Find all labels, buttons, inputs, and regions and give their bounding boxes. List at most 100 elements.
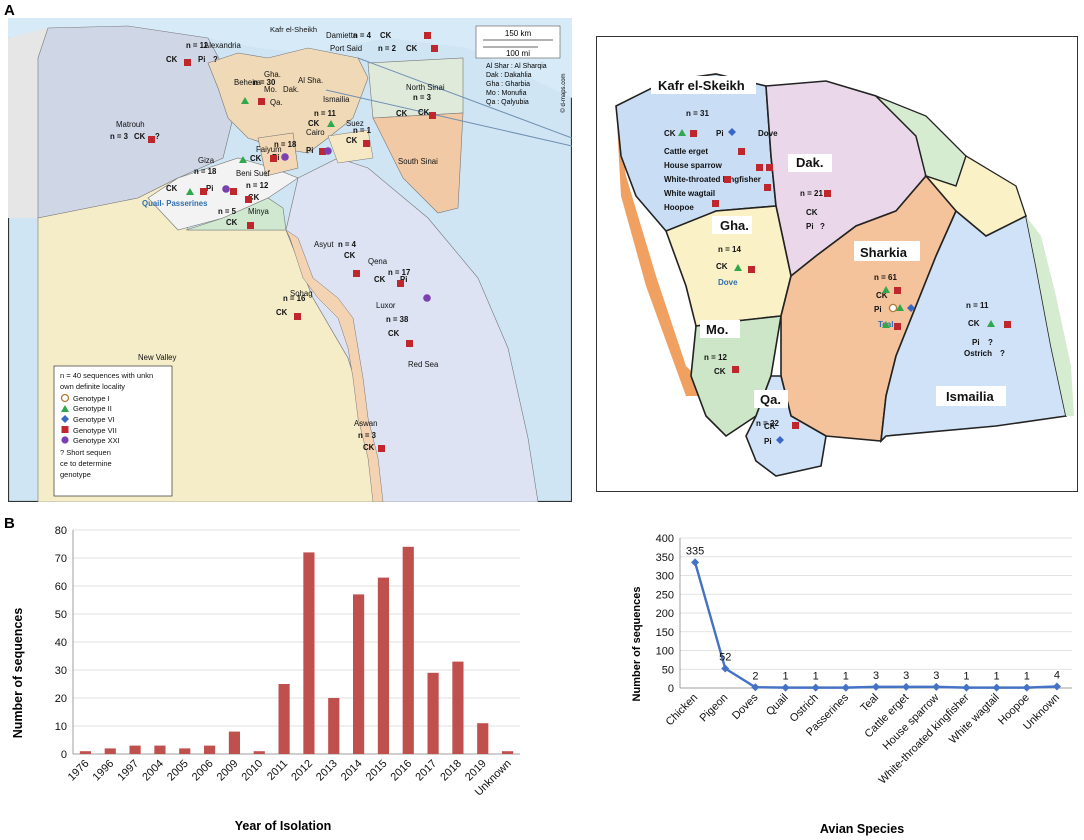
data-label-ostrich: 1: [813, 671, 819, 683]
egypt-label-cairo: Cairo: [306, 128, 325, 137]
dak-label-box: [788, 154, 832, 172]
egypt-label-ck: CK: [344, 251, 356, 260]
genotype-vii-icon: [184, 59, 191, 66]
egypt-label-faiyum: Faiyum: [256, 145, 282, 154]
egypt-label-: ?: [155, 132, 160, 141]
genotype-vii-icon: [732, 366, 739, 373]
abbrev-3: Mo : Monufia: [486, 90, 527, 97]
egypt-label-: ?: [213, 55, 218, 64]
legend-genotype-vi: Genotype VI: [73, 415, 115, 424]
delta-label-white-wagtail: White wagtail: [664, 189, 715, 198]
bar-x-tick: 2006: [190, 758, 216, 784]
line-y-tick: 200: [656, 608, 674, 620]
genotype-ii-icon: [678, 129, 686, 136]
legend-genotype-vii: Genotype VII: [73, 426, 117, 435]
genotype-vii-icon: [230, 188, 237, 195]
point-quail: [781, 683, 790, 692]
genotype-vii-icon: [724, 176, 731, 183]
genotype-vii-icon: [690, 130, 697, 137]
genotype-ii-icon: [327, 120, 335, 127]
egypt-label-red-sea: Red Sea: [408, 360, 439, 369]
genotype-vi-icon: [907, 304, 915, 312]
delta-label-gha: Gha.: [720, 218, 749, 233]
bar-chart-x-ticks: 1976 1996 1997 2004 2005 2006 2009 2010 2011 2012…: [66, 758, 514, 799]
genotype-ii-icon: [241, 97, 249, 104]
bar-x-tick: 2005: [165, 758, 191, 784]
bar-x-tick: 2018: [438, 758, 464, 784]
legend-text-group: n = 40 sequences with unkn own definite …: [60, 371, 153, 479]
line-y-tick: 50: [662, 664, 674, 676]
gha-label-box: [712, 216, 752, 234]
delta-label-pi: Pi: [874, 305, 882, 314]
line-x-tick: Chicken: [664, 692, 701, 729]
egypt-label-n-38: n = 38: [386, 315, 409, 324]
bar-x-tick: 2011: [265, 758, 290, 783]
zoom-line-top: [357, 57, 572, 139]
egypt-label-damietta: Damietta: [326, 31, 358, 40]
point-teal: [872, 682, 880, 691]
bar-2004: [154, 745, 166, 754]
genotype-vii-icon: [148, 136, 155, 143]
egypt-label-beheira: Beheira: [234, 78, 262, 87]
zoom-line-bottom: [325, 89, 572, 147]
bar-x-tick: 2010: [240, 758, 266, 784]
line-y-tick: 400: [656, 533, 674, 545]
line-x-tick: Doves: [730, 691, 761, 722]
egypt-label-n-4: n = 4: [353, 31, 372, 40]
egypt-label-quail-passerines: Quail- Passerines: [142, 199, 208, 208]
delta-label-house-sparrow: House sparrow: [664, 161, 723, 170]
point-passerines: [841, 683, 850, 692]
bar-x-tick: 2014: [339, 758, 365, 784]
line-y-tick: 150: [656, 627, 674, 639]
egypt-label-n-17: n = 17: [388, 268, 410, 277]
egypt-label-matrouh: Matrouh: [116, 120, 145, 129]
line-chart-grid: [679, 537, 1072, 689]
region-red-sea: [285, 157, 539, 502]
abbrev-0: Al Shar : Al Sharqia: [486, 63, 547, 70]
genotype-vii-icon: [431, 45, 438, 52]
egypt-label-dak: Dak.: [283, 85, 299, 94]
point-white-throated-kingfisher: [962, 683, 971, 692]
egypt-label-ck: CK: [166, 55, 178, 64]
genotype-ii-icon: [882, 286, 890, 293]
year-bar-chart: Number of sequences Year of Isolation 01…: [11, 525, 520, 833]
delta-label-n-21: n = 21: [800, 189, 823, 198]
egypt-label-giza: Giza: [198, 156, 215, 165]
delta-label-ck: CK: [714, 367, 726, 376]
egypt-label-n-3: n = 3: [413, 93, 432, 102]
egypt-label-ck: CK: [380, 31, 392, 40]
delta-label-white-throated-kingfisher: White-throated kingfisher: [664, 175, 761, 184]
point-cattle-erget: [902, 682, 911, 691]
genotype-vii-icon: [353, 270, 360, 277]
egypt-label-south-sinai: South Sinai: [398, 157, 438, 166]
delta-label-n-12: n = 12: [704, 353, 727, 362]
egypt-label-ismailia: Ismailia: [323, 95, 350, 104]
data-label-house-sparrow: 3: [933, 670, 939, 682]
genotype-vii-icon: [1004, 321, 1011, 328]
genotype-vii-icon: [824, 190, 831, 197]
genotype-vii-icon: [424, 32, 431, 39]
bar-y-tick: 40: [55, 637, 67, 649]
egypt-label-beni-suef: Beni Suef: [236, 169, 271, 178]
point-unknown: [1052, 682, 1061, 691]
line-x-tick: Teal: [858, 692, 881, 715]
egypt-label-ck: CK: [308, 119, 320, 128]
genotype-vii-icon: [738, 148, 745, 155]
egypt-label-n-30: n = 30: [253, 78, 276, 87]
egypt-label-ck: CK: [363, 443, 375, 452]
genotype-ii-icon: [61, 405, 69, 412]
genotype-vii-icon: [245, 196, 252, 203]
line-y-tick: 0: [668, 683, 674, 695]
delta-label-ck: CK: [716, 262, 728, 271]
line-chart-y-ticks: 0 50 100 150 200 250 300 350 400: [656, 533, 674, 695]
genotype-ii-icon: [734, 264, 742, 271]
genotype-ii-icon: [239, 156, 247, 163]
bar-x-tick: 2012: [289, 758, 315, 784]
bar-x-tick: 1996: [91, 758, 117, 784]
genotype-vii-icon: [712, 200, 719, 207]
bar-2014: [352, 594, 365, 754]
bar-chart-y-axis-label: Number of sequences: [11, 608, 25, 739]
egypt-label-n-1: n = 1: [353, 126, 372, 135]
bar-x-tick: 1997: [115, 758, 141, 784]
